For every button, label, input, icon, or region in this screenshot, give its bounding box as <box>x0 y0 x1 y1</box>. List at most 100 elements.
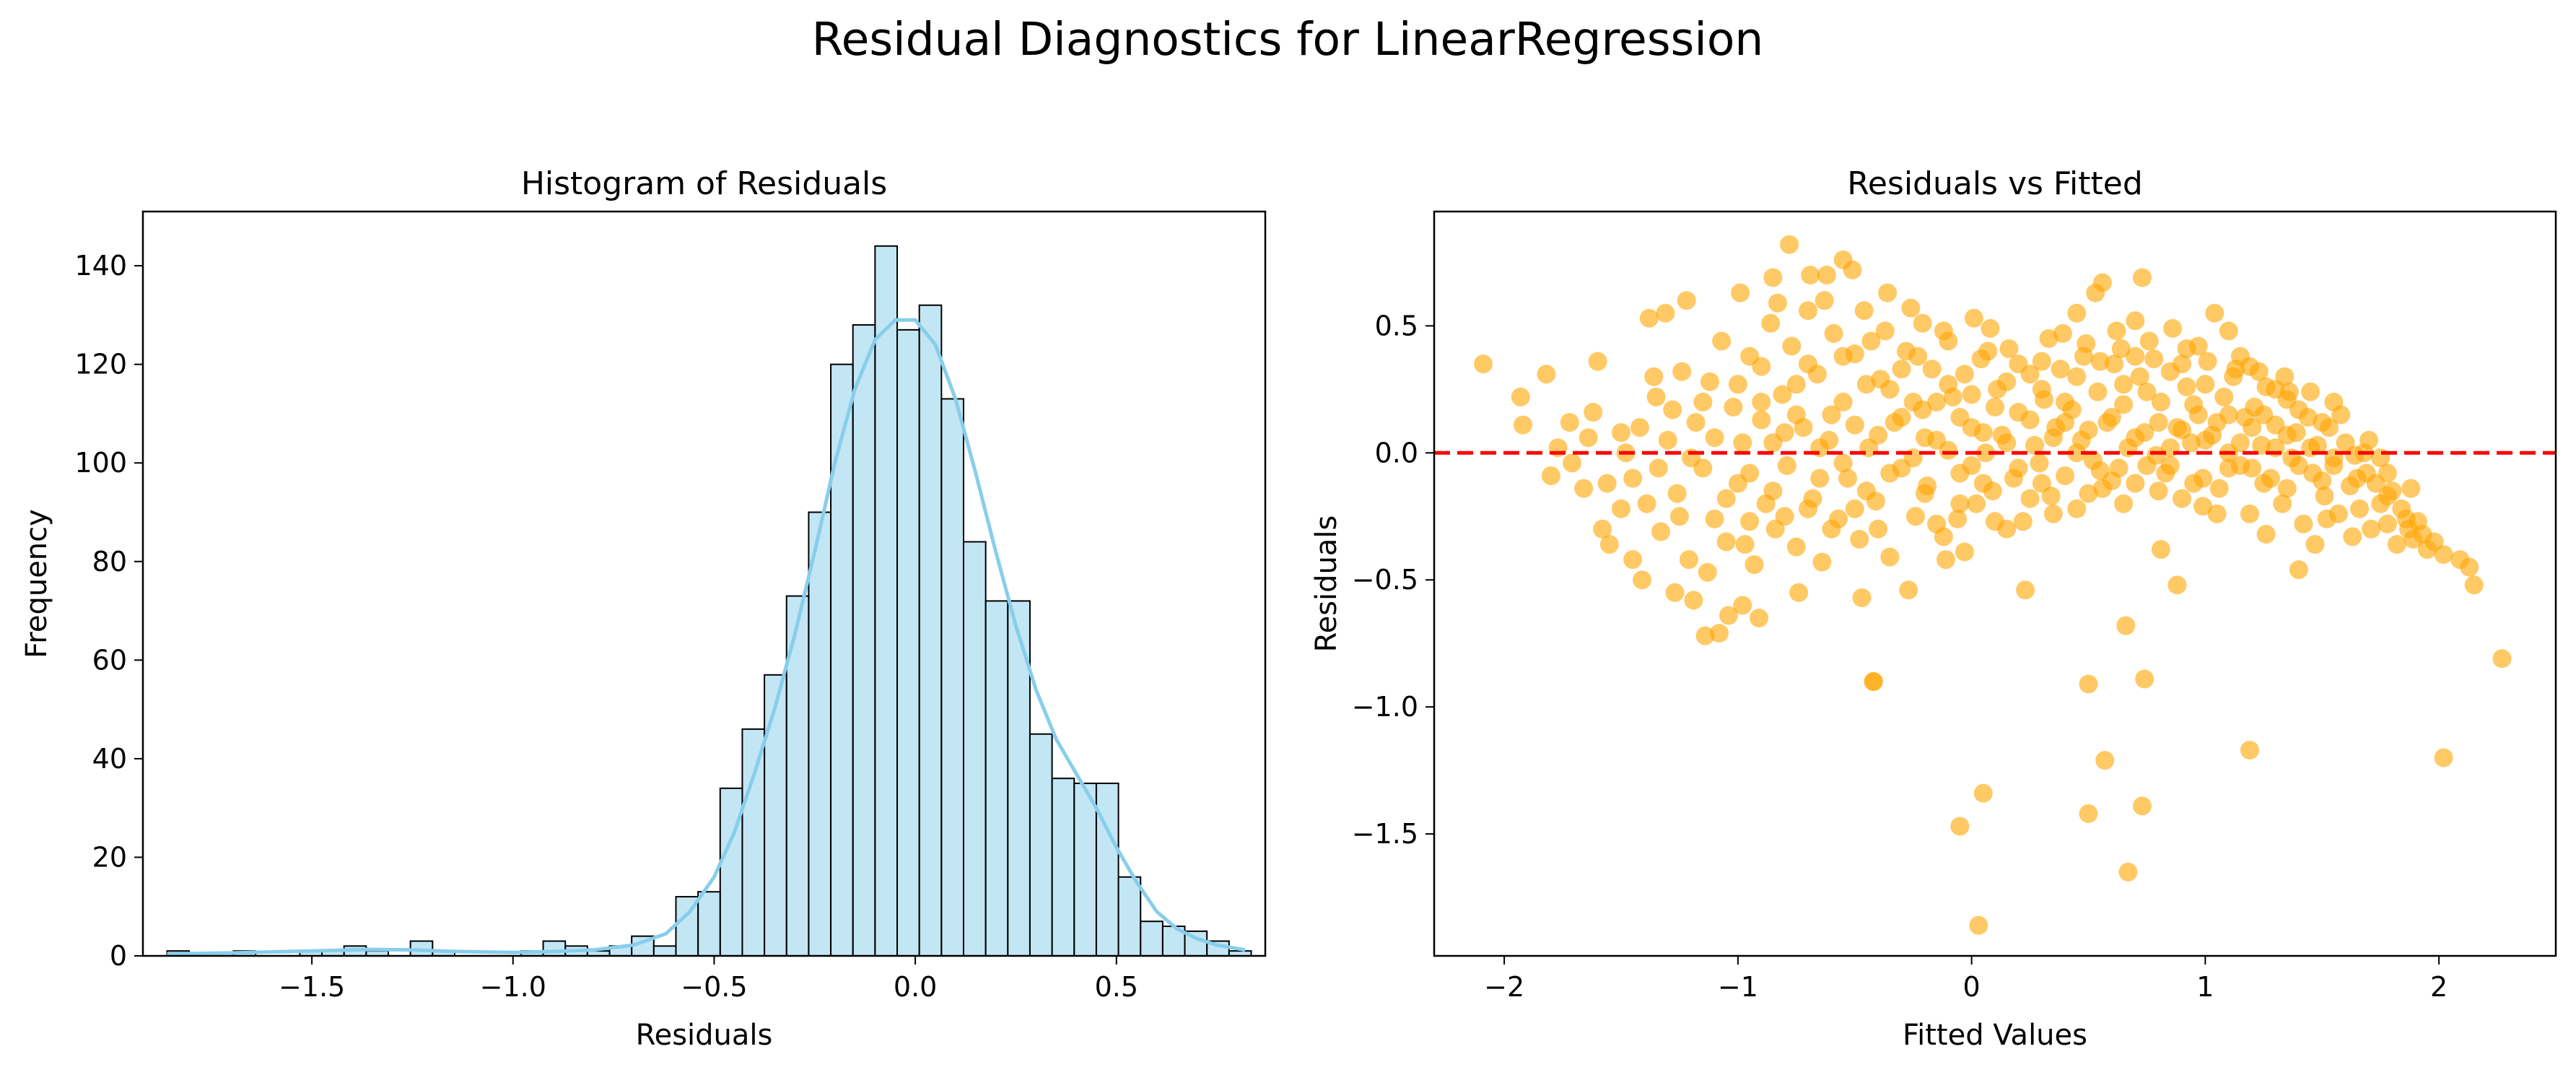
histogram-bar <box>1117 876 1142 957</box>
scatter-point <box>1817 266 1836 284</box>
scatter-point <box>1880 463 1900 483</box>
scatter-point <box>2403 529 2423 549</box>
scatter-point <box>2347 469 2367 488</box>
scatter-point <box>1677 291 1696 310</box>
scatter-point <box>2133 796 2152 816</box>
scatter-point <box>1658 430 1677 450</box>
kde-curve <box>167 318 1246 956</box>
scatter-point <box>2350 499 2370 518</box>
scatter-point <box>1978 341 1998 361</box>
scatter-point <box>1880 547 1900 567</box>
scatter-point <box>1812 552 1832 572</box>
scatter-point <box>1845 415 1864 435</box>
scatter-point <box>2240 504 2259 523</box>
scatter-point <box>2207 504 2227 523</box>
scatter-point <box>2254 405 2274 425</box>
scatter-point <box>2032 352 2051 371</box>
scatter-point <box>1705 428 1724 448</box>
scatter-point <box>2135 669 2154 689</box>
scatter-point <box>2188 336 2208 356</box>
scatter-point <box>1833 347 1853 366</box>
scatter-point <box>1997 433 2017 453</box>
scatter-point <box>1962 385 1981 404</box>
scatter-point <box>2401 479 2421 498</box>
scatter-point <box>1948 509 1968 528</box>
scatter-point <box>1903 392 1923 412</box>
scatter-point <box>1728 375 1747 394</box>
scatter-point <box>1537 365 1556 384</box>
y-tick-label: 80 <box>92 546 127 578</box>
scatter-point <box>2460 557 2479 577</box>
axes-title: Histogram of Residuals <box>521 165 887 202</box>
scatter-point <box>1716 489 1736 508</box>
scatter-point <box>1950 494 1970 513</box>
scatter-point <box>2198 352 2217 371</box>
scatter-point <box>2317 509 2336 528</box>
scatter-point <box>1693 392 1713 412</box>
scatter-point <box>1869 425 1888 445</box>
scatter-point <box>1964 308 1983 328</box>
scatter-point <box>2126 311 2145 331</box>
scatter-point <box>2279 382 2299 401</box>
axes-title: Residuals vs Fitted <box>1847 165 2143 202</box>
scatter-point <box>2252 435 2271 455</box>
y-axis-label: Residuals <box>1310 515 1343 653</box>
scatter-point <box>2492 649 2512 669</box>
scatter-point <box>2130 367 2149 386</box>
scatter-point <box>2254 474 2274 493</box>
y-tick-label: −1.0 <box>1352 691 1418 723</box>
scatter-point <box>2184 474 2204 493</box>
axes-frame <box>1433 210 2557 957</box>
scatter-point <box>1799 301 1817 321</box>
scatter-point <box>2051 360 2070 379</box>
scatter-point <box>1967 494 1986 513</box>
scatter-point <box>1950 408 1970 427</box>
x-tick-label: 0.0 <box>894 971 937 1003</box>
scatter-point <box>2118 862 2138 882</box>
scatter-point <box>1801 266 1820 284</box>
scatter-point <box>1892 408 1911 427</box>
scatter-point <box>1901 298 1921 318</box>
histogram-bar <box>652 945 677 957</box>
scatter-point <box>2126 428 2145 448</box>
scatter-point <box>2114 494 2134 513</box>
scatter-point <box>2193 497 2213 516</box>
scatter-point <box>2088 382 2108 401</box>
scatter-point <box>2079 804 2098 823</box>
scatter-point <box>1761 313 1781 333</box>
scatter-point <box>2067 303 2087 323</box>
scatter-point <box>1514 415 1532 435</box>
scatter-point <box>2277 425 2297 445</box>
scatter-point <box>1745 555 1764 575</box>
scatter-point <box>2331 405 2351 425</box>
scatter-point <box>1563 453 1581 473</box>
scatter-point <box>2305 535 2325 554</box>
scatter-point <box>1824 323 1843 343</box>
scatter-point <box>1833 453 1853 473</box>
scatter-point <box>2249 362 2269 381</box>
scatter-point <box>2009 354 2028 374</box>
scatter-point <box>2149 482 2168 501</box>
scatter-point <box>1752 392 1771 412</box>
scatter-point <box>1786 405 1806 425</box>
y-tick-label: 20 <box>92 841 127 873</box>
scatter-point <box>1695 626 1715 645</box>
figure-suptitle: Residual Diagnostics for LinearRegressio… <box>812 13 1764 66</box>
scatter-point <box>2167 575 2187 595</box>
scatter-point <box>1663 400 1682 419</box>
x-tick-label: 0 <box>1963 971 1981 1003</box>
scatter-point <box>2243 458 2262 478</box>
scatter-point <box>2163 318 2183 338</box>
histogram-bar <box>1140 921 1163 957</box>
scatter-point <box>2102 471 2121 490</box>
scatter-point <box>2043 504 2063 523</box>
scatter-point <box>1962 456 1981 475</box>
scatter-point <box>2149 413 2168 432</box>
scatter-point <box>1719 606 1738 625</box>
scatter-point <box>2230 433 2250 453</box>
scatter-point <box>1905 507 1925 526</box>
scatter-point <box>1740 512 1760 531</box>
scatter-point <box>1780 235 1799 254</box>
scatter-point <box>1997 372 2017 391</box>
